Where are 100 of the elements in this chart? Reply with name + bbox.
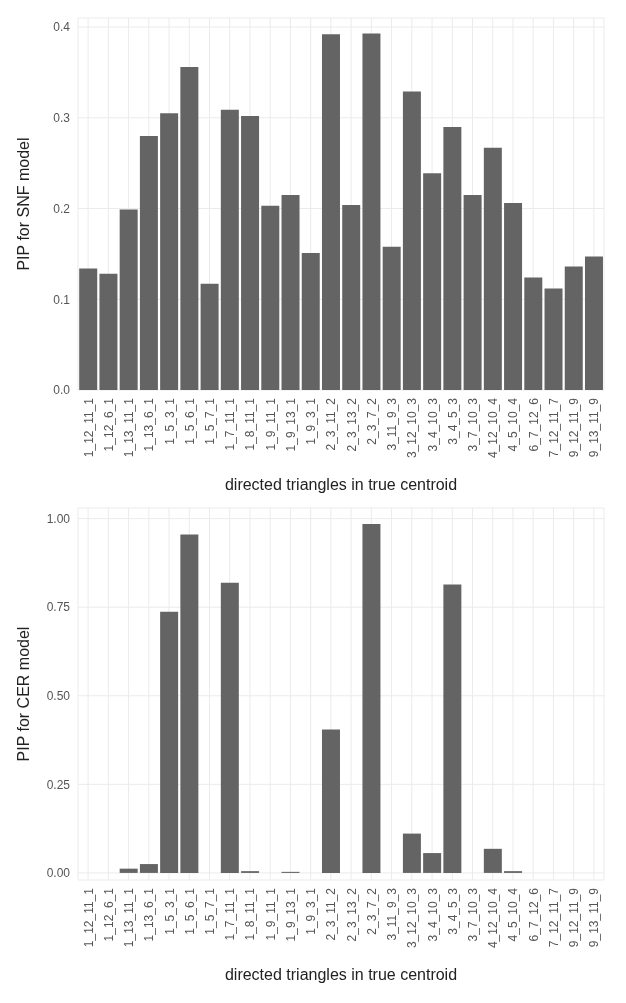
bar [321,729,340,873]
x-tick-label: 9_12_11_9 [567,397,582,458]
x-axis-title: directed triangles in true centroid [224,966,458,983]
x-tick-label: 7_12_11_7 [546,397,561,458]
x-tick-label: 1_5_3_1 [162,397,177,445]
bar [180,534,199,873]
x-tick-label: 1_13_11_1 [122,397,137,458]
x-tick-label: 2_3_13_2 [344,887,359,942]
x-tick-label: 2_3_11_2 [324,887,339,941]
y-tick-label: 0.0 [53,383,71,398]
x-tick-label: 6_7_12_6 [526,887,541,942]
bar [402,833,421,873]
bar [342,204,361,390]
bar [443,584,462,873]
bar [99,273,118,390]
x-tick-label: 1_13_6_1 [142,887,157,942]
x-tick-label: 3_4_5_3 [445,397,460,445]
x-tick-label: 2_3_7_2 [364,397,379,445]
x-axis-title: directed triangles in true centroid [224,476,458,493]
x-tick-label: 3_7_10_3 [466,397,481,452]
x-tick-label: 3_4_10_3 [425,887,440,942]
x-tick-label: 1_7_11_1 [223,397,238,451]
bar [119,209,138,390]
y-axis-title: PIP for CER model [14,626,32,762]
x-tick-label: 1_13_11_1 [122,887,137,948]
bar [139,135,158,390]
x-tick-label: 4_12_10_4 [486,887,501,949]
bar [544,288,563,390]
x-tick-label: 1_5_7_1 [203,887,218,935]
bar [119,868,138,873]
x-tick-label: 1_9_3_1 [304,397,319,445]
y-tick-label: 0.00 [46,866,71,881]
x-tick-label: 4_5_10_4 [506,397,521,452]
bar [483,848,502,873]
x-tick-label: 1_12_11_1 [81,397,96,458]
bar [160,113,179,390]
x-tick-label: 3_7_10_3 [466,887,481,942]
bar [443,126,462,390]
bar [261,205,280,390]
x-tick-label: 3_11_9_3 [385,397,400,451]
x-tick-label: 1_9_11_1 [263,397,278,451]
bar [220,582,239,873]
bar [180,67,199,390]
y-tick-label: 0.4 [53,20,71,35]
x-tick-label: 1_5_6_1 [182,397,197,445]
bar [281,194,300,390]
x-tick-label: 1_9_13_1 [283,397,298,452]
x-tick-label: 3_11_9_3 [385,887,400,941]
x-tick-label: 1_8_11_1 [243,397,258,451]
x-tick-label: 1_7_11_1 [223,887,238,941]
x-tick-label: 1_8_11_1 [243,887,258,941]
bar [321,34,340,390]
bar [483,147,502,390]
x-tick-label: 3_4_10_3 [425,397,440,452]
bar [504,203,523,390]
x-tick-label: 6_7_12_6 [526,397,541,452]
x-tick-label: 9_13_11_9 [587,887,602,948]
x-tick-label: 3_4_5_3 [445,887,460,935]
x-tick-label: 2_3_11_2 [324,397,339,451]
bar [423,853,442,873]
bar [423,173,442,390]
x-tick-label: 1_9_11_1 [263,887,278,941]
x-tick-label: 1_9_3_1 [304,887,319,935]
y-tick-label: 0.3 [53,111,71,126]
bar [79,268,98,390]
x-tick-label: 2_3_13_2 [344,397,359,452]
x-tick-label: 3_12_10_3 [405,887,420,949]
x-tick-label: 1_5_3_1 [162,887,177,935]
x-tick-label: 4_12_10_4 [486,397,501,459]
x-tick-label: 1_12_11_1 [81,887,96,948]
x-tick-label: 4_5_10_4 [506,887,521,942]
bar [362,523,381,873]
y-tick-label: 0.50 [46,689,71,704]
y-tick-label: 0.75 [46,600,71,615]
x-tick-label: 9_13_11_9 [587,397,602,458]
bar [524,277,543,390]
x-tick-label: 1_12_6_1 [101,887,116,942]
y-tick-label: 0.2 [53,201,71,216]
bar [584,256,603,390]
y-tick-label: 1.00 [46,511,71,526]
bar [139,864,158,873]
bar [301,253,320,390]
bar [402,91,421,390]
bar [220,109,239,390]
bar [564,266,583,390]
y-tick-label: 0.1 [53,292,71,307]
bar [200,283,219,390]
x-tick-label: 9_12_11_9 [567,887,582,948]
y-axis-title: PIP for SNF model [14,137,32,271]
x-tick-label: 7_12_11_7 [546,887,561,948]
bar [382,246,401,390]
x-tick-label: 3_12_10_3 [405,397,420,459]
bar [463,194,482,390]
bar [160,611,179,873]
x-tick-label: 1_9_13_1 [283,887,298,942]
bar [241,115,260,390]
x-tick-label: 1_5_6_1 [182,887,197,935]
x-tick-label: 1_5_7_1 [203,397,218,445]
x-tick-label: 1_13_6_1 [142,397,157,452]
x-tick-label: 2_3_7_2 [364,887,379,935]
